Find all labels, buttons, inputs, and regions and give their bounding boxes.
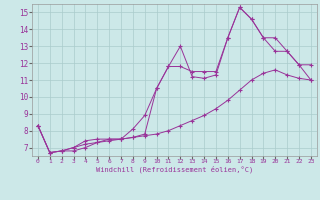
X-axis label: Windchill (Refroidissement éolien,°C): Windchill (Refroidissement éolien,°C) <box>96 166 253 173</box>
